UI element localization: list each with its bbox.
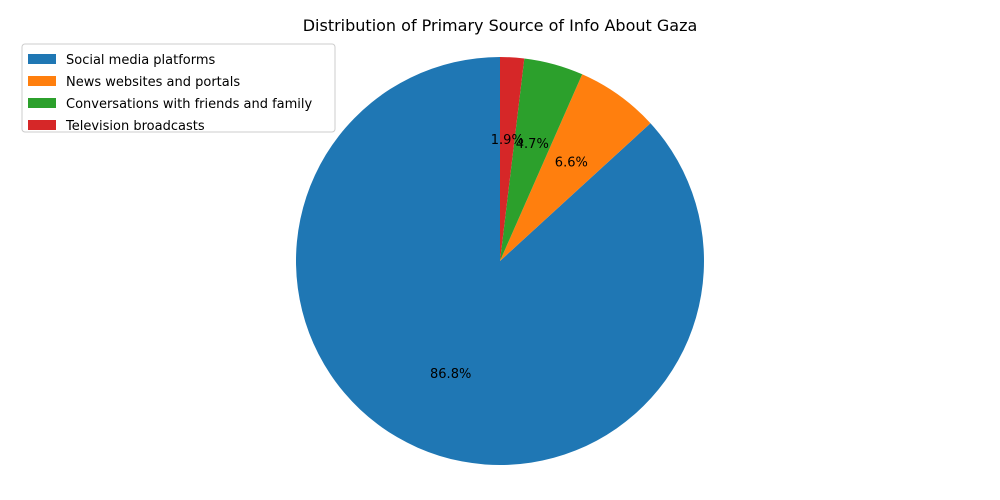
chart-title: Distribution of Primary Source of Info A… <box>303 16 698 35</box>
legend-swatch-1 <box>28 76 56 86</box>
legend-label-2: Conversations with friends and family <box>66 97 313 112</box>
legend-entries: Social media platforms News websites and … <box>28 53 313 134</box>
pie-slice-1 <box>500 74 651 261</box>
pie-percent-label-3: 1.9% <box>491 133 524 148</box>
pie-slice-3 <box>500 57 525 261</box>
legend-label-3: Television broadcasts <box>65 119 205 134</box>
legend-label-0: Social media platforms <box>66 53 216 68</box>
legend-swatch-0 <box>28 54 56 64</box>
legend-frame <box>21 43 336 133</box>
legend-swatch-2 <box>28 98 56 108</box>
pie-slice-2 <box>500 58 583 262</box>
pie-percent-label-0: 86.8% <box>430 367 471 382</box>
pie-slice-0 <box>295 57 704 466</box>
pie-slices <box>295 57 704 466</box>
pie-percent-label-1: 6.6% <box>555 156 588 171</box>
legend-label-1: News websites and portals <box>66 75 240 90</box>
pie-percent-labels: 86.8% 6.6% 4.7%1.9% <box>430 133 588 382</box>
legend: Social media platforms News websites and … <box>21 43 336 134</box>
pie-percent-label-2: 4.7% <box>516 137 549 152</box>
legend-swatch-3 <box>28 120 56 130</box>
